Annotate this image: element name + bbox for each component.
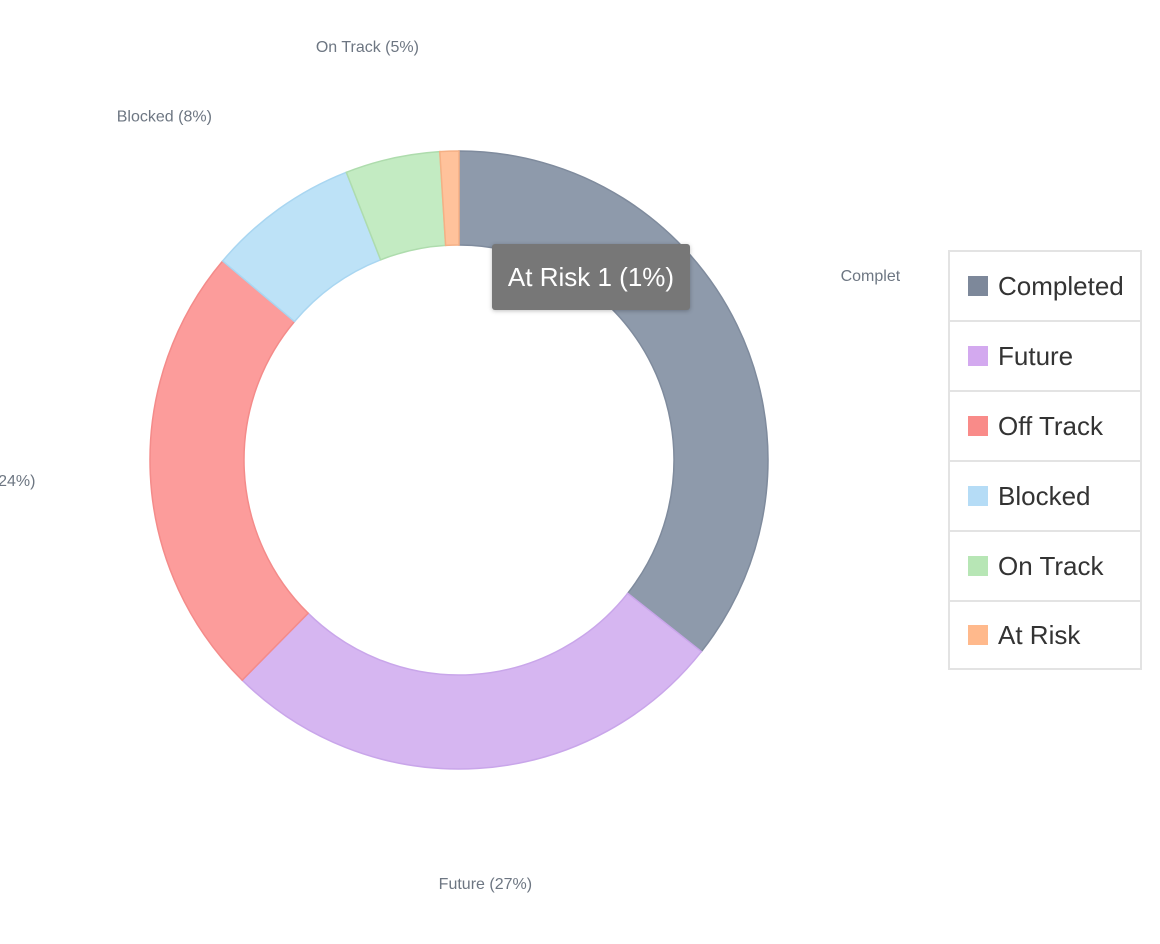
chart-tooltip: At Risk 1 (1%) [492, 244, 690, 310]
chart-legend: Completed Future Off Track Blocked On Tr… [948, 250, 1142, 670]
legend-item-off-track[interactable]: Off Track [950, 392, 1140, 462]
slice-label-completed: Completed (36%) [841, 268, 900, 285]
donut-slice-off-track[interactable] [149, 259, 310, 682]
donut-slice-completed[interactable] [458, 150, 769, 653]
slice-label-off-track: Off Track (24%) [0, 473, 35, 490]
legend-label-future: Future [998, 340, 1074, 371]
donut-chart-svg: Completed (36%) Future (27%) Off Track (24… [0, 39, 900, 893]
slice-label-future: Future (27%) [439, 876, 532, 893]
legend-label-completed: Completed [998, 270, 1124, 301]
legend-swatch-off-track [968, 416, 988, 436]
legend-swatch-on-track [968, 556, 988, 576]
legend-item-on-track[interactable]: On Track [950, 532, 1140, 602]
legend-label-on-track: On Track [998, 550, 1104, 581]
legend-item-blocked[interactable]: Blocked [950, 462, 1140, 532]
legend-swatch-future [968, 346, 988, 366]
slice-label-blocked: Blocked (8%) [117, 108, 212, 125]
legend-swatch-completed [968, 276, 988, 296]
legend-label-off-track: Off Track [998, 410, 1103, 441]
legend-label-blocked: Blocked [998, 480, 1091, 511]
legend-item-at-risk[interactable]: At Risk [950, 602, 1140, 668]
legend-item-completed[interactable]: Completed [950, 252, 1140, 322]
legend-item-future[interactable]: Future [950, 322, 1140, 392]
donut-chart: Completed (36%) Future (27%) Off Track (24… [0, 39, 900, 893]
legend-label-at-risk: At Risk [998, 619, 1081, 650]
legend-swatch-blocked [968, 486, 988, 506]
slice-label-on-track: On Track (5%) [316, 39, 419, 56]
legend-swatch-at-risk [968, 625, 988, 645]
donut-slice-at-risk[interactable] [438, 150, 460, 247]
donut-slice-future[interactable] [241, 592, 703, 770]
